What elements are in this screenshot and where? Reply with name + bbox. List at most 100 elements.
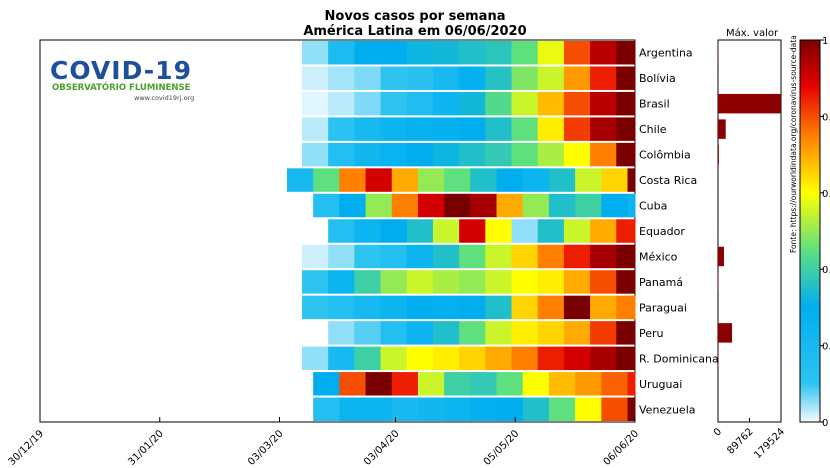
heatmap-cell [365,372,393,396]
heatmap-cell [328,346,355,371]
heatmap-cell [313,168,340,192]
colorbar-tick-label: 0 [822,418,828,429]
heatmap-cell [444,168,471,192]
heatmap-cell [286,168,314,192]
heatmap-cell [365,397,393,421]
logo-subtitle: OBSERVATÓRIO FLUMINENSE [52,83,191,93]
heatmap-cell [406,321,434,345]
heatmap-cell [627,372,636,396]
heatmap-cell [485,91,512,116]
heatmap-cell [459,295,486,320]
heatmap-cell [627,168,636,192]
heatmap-cell [601,372,629,396]
heatmap-cell [590,91,617,116]
heatmap-cell [380,66,408,90]
max-bar [718,323,733,343]
heatmap-cell [432,321,460,345]
max-bar [718,144,719,165]
heatmap-cell [485,321,512,345]
heatmap-cell [328,219,355,243]
row-label: Costa Rica [639,174,697,187]
logo: COVID-19 OBSERVATÓRIO FLUMINENSE www.cov… [50,56,210,108]
chart-title: Novos casos por semana [324,9,506,24]
row-label: Panamá [639,276,683,289]
colorbar [799,39,821,423]
colorbar-tick-label: 0. [822,342,830,353]
heatmap-cell [601,168,629,192]
heatmap-cell [380,41,408,65]
heatmap-cell [522,397,550,421]
heatmap-cell [511,244,539,269]
heatmap-cell [511,117,539,141]
heatmap-cell [313,397,340,421]
heatmap-cell [432,66,460,90]
heatmap-cell [590,346,617,371]
heatmap-cell [432,117,460,141]
heatmap-cell [406,117,434,141]
heatmap-cell [590,244,617,269]
row-label: Bolívia [639,72,676,85]
heatmap-cell [616,295,636,320]
heatmap-cell [328,244,355,269]
heatmap-cell [470,168,498,192]
heatmap-cell [432,219,460,243]
heatmap-cell [432,295,460,320]
row-label: Brasil [639,98,670,111]
heatmap-cell [339,193,367,218]
heatmap-cell [485,117,512,141]
x-tick-label: 06/06/20 [602,428,642,468]
heatmap-cell [627,397,636,421]
heatmap-cell [470,193,498,218]
heatmap-cell [354,41,382,65]
heatmap-cell [365,168,393,192]
heatmap-cell [354,91,382,116]
heatmap-cell [563,244,591,269]
heatmap-cell [313,193,340,218]
heatmap-cell [616,321,636,345]
heatmap-cell [548,168,576,192]
heatmap-cell [432,142,460,167]
heatmap-cell [354,321,382,345]
heatmap-cell [511,41,539,65]
heatmap-cell [380,321,408,345]
heatmap-cell [417,168,445,192]
heatmap-cell [511,66,539,90]
row-label: Colômbia [639,149,691,162]
heatmap-cell [406,295,434,320]
row-label: Peru [639,327,664,340]
x-tick-label: 03/04/20 [362,428,402,468]
row-label: R. Dominicana [639,352,719,365]
heatmap-cell [537,219,565,243]
row-label: México [639,251,678,264]
max-bar [718,272,719,292]
bar-panel-title: Máx. valor [726,28,779,39]
heatmap-cell [537,41,565,65]
heatmap-cell [328,91,355,116]
heatmap-cell [354,142,382,167]
heatmap-cell [354,346,382,371]
heatmap-cell [575,193,602,218]
heatmap-cell [511,346,539,371]
heatmap-cell [391,372,419,396]
heatmap-cell [537,295,565,320]
heatmap-cell [339,168,367,192]
heatmap-cell [590,142,617,167]
heatmap-cell [616,66,636,90]
row-label: Equador [639,225,685,238]
row-label: Cuba [639,200,667,213]
heatmap-cell [354,219,382,243]
heatmap-cell [485,142,512,167]
heatmap-cell [537,91,565,116]
heatmap-cell [563,295,591,320]
heatmap-cell [380,91,408,116]
heatmap-cell [590,41,617,65]
heatmap-cell [391,193,419,218]
heatmap-cell [485,346,512,371]
heatmap-cell [548,397,576,421]
heatmap-cell [616,142,636,167]
heatmap-cell [459,346,486,371]
heatmap-cell [432,244,460,269]
heatmap-cell [301,270,329,294]
logo-url: www.covid19rj.org [134,94,195,102]
colorbar-tick-label: 0. [822,189,830,200]
